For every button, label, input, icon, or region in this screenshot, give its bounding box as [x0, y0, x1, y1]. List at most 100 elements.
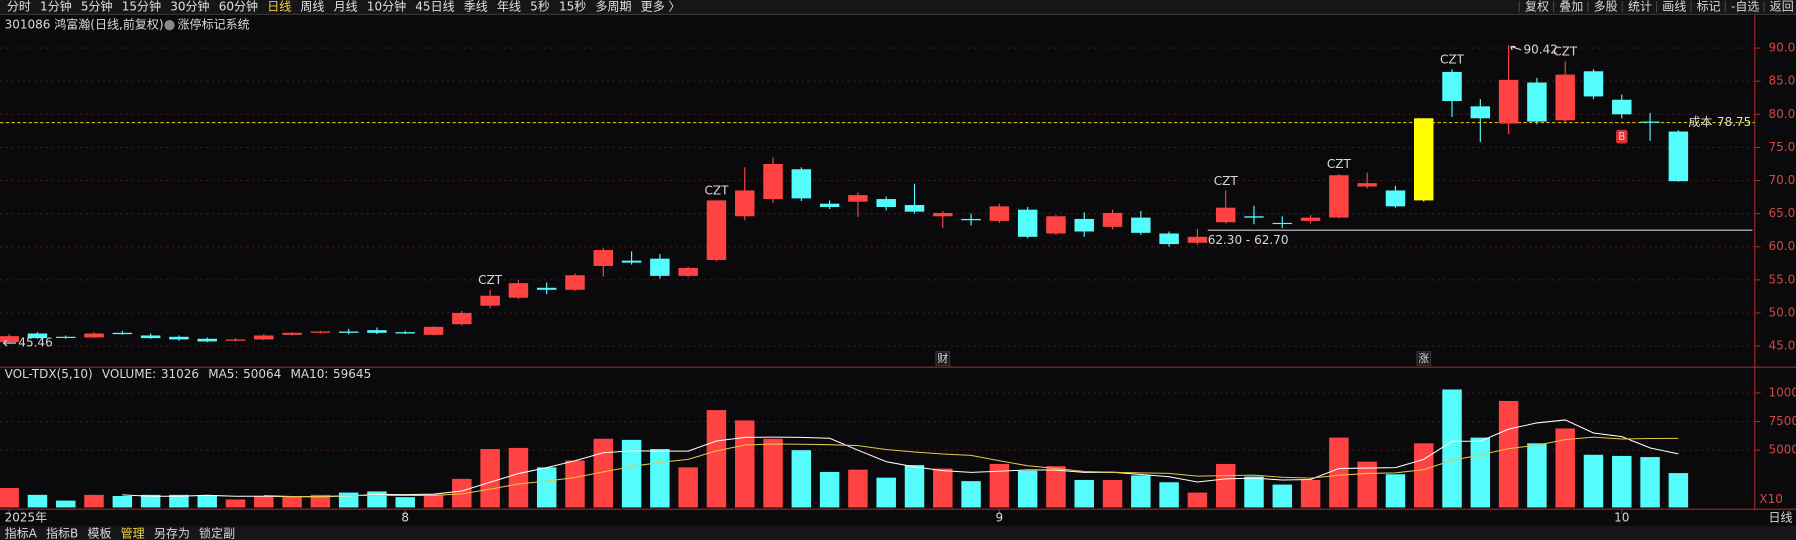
tab[interactable]: 锁定副: [199, 525, 235, 540]
trade-mark-label: B: [1618, 131, 1625, 143]
candle-body: [140, 335, 161, 339]
candle-body: [1074, 218, 1094, 232]
toolbar-item[interactable]: 画线: [1662, 0, 1686, 13]
candle-body: [1017, 209, 1038, 237]
volume-bar: [621, 439, 642, 508]
candle-body: [452, 312, 472, 325]
volume-tick-label: 10000: [1769, 385, 1796, 399]
candle-body: [678, 267, 698, 276]
menu-item[interactable]: 60分钟: [219, 0, 258, 13]
menu-item[interactable]: 30分钟: [170, 0, 209, 13]
menu-item[interactable]: 5秒: [530, 0, 550, 13]
menu-item[interactable]: 分时: [7, 0, 31, 13]
volume-bar: [876, 477, 896, 508]
y-tick-label: 70.00: [1769, 173, 1796, 187]
menu-item[interactable]: 10分钟: [367, 0, 406, 13]
candle-body: [1159, 233, 1179, 245]
signal-label: CZT: [478, 273, 503, 287]
candle-body: [650, 258, 670, 276]
volume-bar: [819, 471, 840, 508]
menu-item[interactable]: 季线: [464, 0, 488, 13]
tab[interactable]: 指标B: [46, 525, 78, 540]
volume-bar: [112, 496, 133, 508]
menu-item[interactable]: 周线: [300, 0, 324, 13]
candle-body: [423, 326, 444, 335]
toolbar-item[interactable]: 叠加: [1559, 0, 1583, 13]
candle-body: [536, 287, 557, 290]
menu-item[interactable]: 年线: [497, 0, 521, 13]
tab[interactable]: 管理: [121, 525, 145, 540]
volume-bar: [1131, 475, 1151, 508]
toolbar-item[interactable]: 多股: [1594, 0, 1618, 13]
menu-item[interactable]: 45日线: [415, 0, 454, 13]
menu-bar: [0, 0, 1796, 14]
toolbar-item[interactable]: 统计: [1628, 0, 1652, 13]
candle-body: [621, 260, 642, 263]
volume-bar: [904, 465, 925, 508]
menu-item[interactable]: 15秒: [559, 0, 586, 13]
menu-item[interactable]: 更多 〉: [641, 0, 681, 13]
menu-item[interactable]: 多周期: [595, 0, 631, 13]
volume-bar: [140, 494, 161, 508]
volume-bar: [1385, 474, 1406, 508]
toolbar-item[interactable]: -自选: [1731, 0, 1759, 13]
volume-bar: [1555, 428, 1575, 508]
tab[interactable]: 模板: [87, 526, 111, 540]
candle-body: [791, 169, 812, 199]
volume-bar: [480, 449, 500, 508]
toolbar-item[interactable]: 标记: [1697, 0, 1721, 13]
volume-stat-label: MA10:: [290, 367, 328, 381]
volume-bar: [706, 410, 727, 508]
y-tick-label: 65.00: [1769, 206, 1796, 220]
period-label: 日线: [1769, 510, 1793, 524]
candle-body: [1442, 71, 1462, 102]
candle-body: [169, 336, 189, 340]
y-tick-label: 55.00: [1769, 272, 1796, 286]
menu-item[interactable]: 5分钟: [81, 0, 113, 13]
toolbar-item[interactable]: 复权: [1525, 0, 1549, 13]
menu-item[interactable]: 1分钟: [40, 0, 72, 13]
candle-body: [310, 331, 331, 333]
volume-bar: [338, 492, 359, 508]
candle-body: [1612, 99, 1632, 115]
event-box: [1416, 351, 1432, 366]
toolbar-item[interactable]: 返回: [1770, 0, 1794, 13]
menu-item[interactable]: 日线: [267, 0, 291, 13]
candle-body: [1668, 131, 1689, 182]
x-tick-label: 8: [401, 510, 409, 524]
menu-item[interactable]: 15分钟: [122, 0, 161, 13]
indicator-name: 涨停标记系统: [178, 17, 250, 32]
candle-body: [1498, 79, 1519, 124]
tab[interactable]: 指标A: [5, 525, 38, 540]
candle-body: [0, 336, 19, 343]
candle-body: [480, 295, 500, 306]
y-tick-label: 80.00: [1769, 107, 1796, 121]
volume-bar: [1159, 482, 1179, 508]
volume-tick-label: 7500: [1769, 414, 1796, 428]
volume-stat-value: 59645: [333, 367, 371, 381]
candle-body: [1272, 222, 1293, 225]
volume-bar: [197, 496, 217, 508]
signal-label: CZT: [1440, 53, 1465, 67]
candle-body: [1414, 118, 1434, 201]
volume-bar: [763, 438, 783, 508]
volume-bar: [735, 420, 755, 508]
volume-bar: [1272, 484, 1293, 508]
candle-body: [904, 205, 925, 212]
x-tick-label: 2025年: [5, 510, 48, 524]
tab-bar: [0, 525, 1796, 540]
ma5-line: [122, 419, 1679, 498]
volume-bar: [536, 467, 557, 508]
volume-bar: [310, 494, 331, 508]
tab[interactable]: 另存为: [154, 526, 190, 540]
volume-bar: [1442, 389, 1462, 508]
menu-item[interactable]: 月线: [334, 0, 358, 13]
candle-body: [989, 206, 1010, 221]
candle-body: [593, 250, 614, 266]
volume-bar: [254, 496, 274, 508]
volume-bar: [282, 497, 302, 508]
volume-bar: [1414, 443, 1434, 508]
volume-bar: [84, 494, 104, 508]
volume-bar: [565, 460, 585, 508]
